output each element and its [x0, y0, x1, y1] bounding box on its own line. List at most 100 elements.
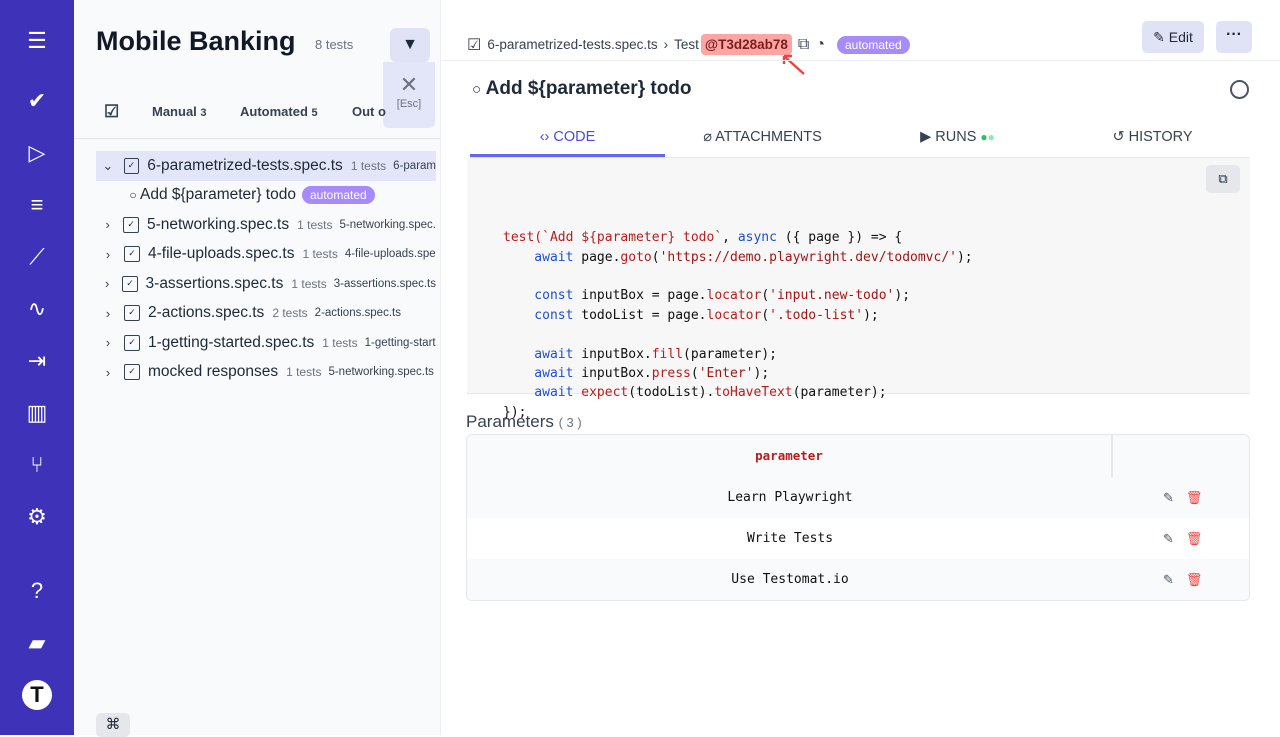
breadcrumb-test-label: Test	[674, 37, 699, 52]
code-line: await inputBox.press('Enter');	[503, 366, 770, 382]
chevron-right-icon[interactable]: ›	[105, 246, 111, 262]
suite-name: 1-getting-started.spec.ts	[148, 333, 315, 351]
passed-check-icon: ●	[980, 130, 988, 144]
suite-file: 1-getting-start	[364, 336, 436, 349]
code-line: });	[503, 404, 527, 420]
project-title: Mobile Banking	[96, 26, 296, 56]
tree-item-suite[interactable]: › ✓ 1-getting-started.spec.ts 1 tests 1-gett…	[96, 328, 436, 358]
chevron-right-icon[interactable]: ›	[105, 217, 110, 233]
delete-trash-icon[interactable]: 🗑	[1185, 571, 1203, 587]
automated-badge: automated	[836, 35, 910, 54]
analytics-icon[interactable]: ▥	[26, 400, 48, 425]
breadcrumb-file[interactable]: 6-parametrized-tests.spec.ts	[487, 37, 658, 52]
code-line	[503, 267, 1250, 286]
tests-check-icon[interactable]: ✔	[27, 88, 47, 113]
suite-name: mocked responses	[148, 363, 279, 381]
suite-file: 4-file-uploads.spe	[344, 248, 436, 261]
suite-name: 6-parametrized-tests.spec.ts	[147, 156, 343, 174]
history-alert-icon[interactable]: ◔	[815, 35, 825, 53]
chevron-right-icon[interactable]: ›	[105, 305, 111, 321]
tree-item-suite[interactable]: › ✓ 5-networking.spec.ts 1 tests 5-networkin…	[96, 210, 436, 240]
tree-item-suite[interactable]: ⌄ ✓ 6-parametrized-tests.spec.ts 1 tests 6-p…	[96, 151, 436, 181]
assignee-avatar-icon[interactable]	[1230, 80, 1249, 99]
projects-folder-icon[interactable]: ▰	[28, 630, 46, 655]
steps-icon[interactable]: ⟋	[29, 244, 45, 269]
close-filter-button[interactable]: ✕ [Esc]	[383, 62, 435, 128]
file-check-icon: ✓	[124, 305, 140, 322]
suite-file: 6-param	[393, 159, 436, 172]
help-icon[interactable]: ?	[30, 578, 44, 603]
tree-item-test[interactable]: ○ Add ${parameter} todo automated	[96, 181, 436, 211]
chevron-right-icon[interactable]: ›	[105, 276, 110, 292]
select-all-icon[interactable]: ☑	[104, 102, 120, 121]
command-palette-button[interactable]: ⌘	[96, 713, 130, 737]
edit-button[interactable]: ✎ Edit	[1142, 21, 1204, 53]
tree-item-suite[interactable]: › ✓ mocked responses 1 tests 5-networking.sp…	[96, 358, 436, 388]
menu-icon[interactable]: ☰	[27, 28, 47, 53]
settings-gear-icon[interactable]: ⚙	[27, 504, 47, 529]
tab-out-of-sync[interactable]: Out o	[352, 104, 386, 119]
red-arrow-annotation	[782, 54, 805, 75]
status-circle-icon: ○	[472, 81, 482, 98]
parameter-row: Use Testomat.io ✎ 🗑	[467, 559, 1249, 600]
tab-runs[interactable]: ▶ RUNS ●●	[920, 129, 995, 145]
edit-pencil-icon[interactable]: ✎	[1163, 530, 1174, 546]
column-header-parameter: parameter	[467, 435, 1113, 477]
testomat-logo-icon[interactable]: T	[22, 680, 52, 710]
parameter-value: Write Tests	[746, 531, 834, 546]
tree-item-suite[interactable]: › ✓ 4-file-uploads.spec.ts 1 tests 4-file-up…	[96, 240, 436, 270]
tab-code[interactable]: ‹› CODE	[470, 122, 665, 157]
breadcrumb: ☑ 6-parametrized-tests.spec.ts › Test @T…	[467, 34, 910, 55]
chevron-down-icon[interactable]: ⌄	[102, 157, 114, 173]
suite-test-count: 1 tests	[322, 335, 358, 350]
tab-history[interactable]: ↺ HISTORY	[1112, 129, 1193, 145]
delete-trash-icon[interactable]: 🗑	[1185, 489, 1203, 505]
plans-icon[interactable]: ≡	[30, 192, 44, 217]
parameters-heading: Parameters ( 3 )	[466, 412, 582, 431]
suite-name: 5-networking.spec.ts	[146, 215, 290, 233]
parameter-value: Use Testomat.io	[731, 572, 849, 587]
delete-trash-icon[interactable]: 🗑	[1185, 530, 1203, 546]
test-id[interactable]: @T3d28ab78	[700, 34, 792, 55]
more-options-button[interactable]: ···	[1216, 21, 1252, 53]
pencil-icon: ✎	[1153, 29, 1165, 45]
edit-pencil-icon[interactable]: ✎	[1163, 489, 1174, 505]
suite-name: 4-file-uploads.spec.ts	[148, 245, 295, 263]
tab-manual[interactable]: Manual 3	[152, 104, 207, 119]
chevron-right-icon[interactable]: ›	[105, 335, 111, 351]
code-line: const inputBox = page.locator('input.new…	[503, 288, 911, 304]
code-line: await page.goto('https://demo.playwright…	[503, 249, 973, 265]
paperclip-icon: ⌀	[703, 129, 712, 145]
tab-attachments[interactable]: ⌀ ATTACHMENTS	[703, 129, 822, 145]
test-detail: ☑ 6-parametrized-tests.spec.ts › Test @T…	[442, 0, 1280, 735]
filter-icon: ▼	[402, 36, 418, 53]
test-tree: ⌄ ✓ 6-parametrized-tests.spec.ts 1 tests 6-p…	[96, 151, 436, 387]
parameter-value: Learn Playwright	[727, 490, 853, 505]
chevron-right-icon[interactable]: ›	[105, 364, 111, 380]
copy-code-button[interactable]: ⧉	[1206, 165, 1240, 193]
checkbox-file-icon: ☑	[467, 36, 482, 54]
status-circle-icon: ○	[129, 188, 140, 203]
tree-item-suite[interactable]: › ✓ 3-assertions.spec.ts 1 tests 3-assertion…	[96, 269, 436, 299]
code-line: const todoList = page.locator('.todo-lis…	[503, 307, 879, 323]
test-tree-sidebar: Mobile Banking 8 tests ▼ ✕ [Esc] ☑ Manual…	[74, 0, 441, 737]
filter-button[interactable]: ▼	[390, 28, 430, 62]
runs-play-icon[interactable]: ▷	[28, 140, 46, 165]
tests-count: 8 tests	[315, 37, 354, 52]
pulse-icon[interactable]: ∿	[27, 296, 47, 321]
code-line: await inputBox.fill(parameter);	[503, 346, 777, 362]
automated-badge: automated	[301, 186, 375, 205]
suite-file: 5-networking.spec.	[339, 218, 436, 231]
tree-item-suite[interactable]: › ✓ 2-actions.spec.ts 2 tests 2-actions.spec…	[96, 299, 436, 329]
suite-test-count: 1 tests	[286, 365, 322, 380]
import-icon[interactable]: ⇥	[27, 348, 47, 373]
play-icon: ▶	[920, 129, 932, 145]
branches-icon[interactable]: ⑂	[30, 452, 44, 477]
tab-automated[interactable]: Automated 5	[240, 104, 318, 119]
file-check-icon: ✓	[122, 275, 138, 292]
copy-icon[interactable]: ⧉	[797, 35, 810, 53]
edit-pencil-icon[interactable]: ✎	[1163, 571, 1174, 587]
suite-test-count: 1 tests	[291, 276, 327, 291]
esc-hint: [Esc]	[396, 98, 422, 110]
suite-file: 2-actions.spec.ts	[314, 307, 401, 320]
